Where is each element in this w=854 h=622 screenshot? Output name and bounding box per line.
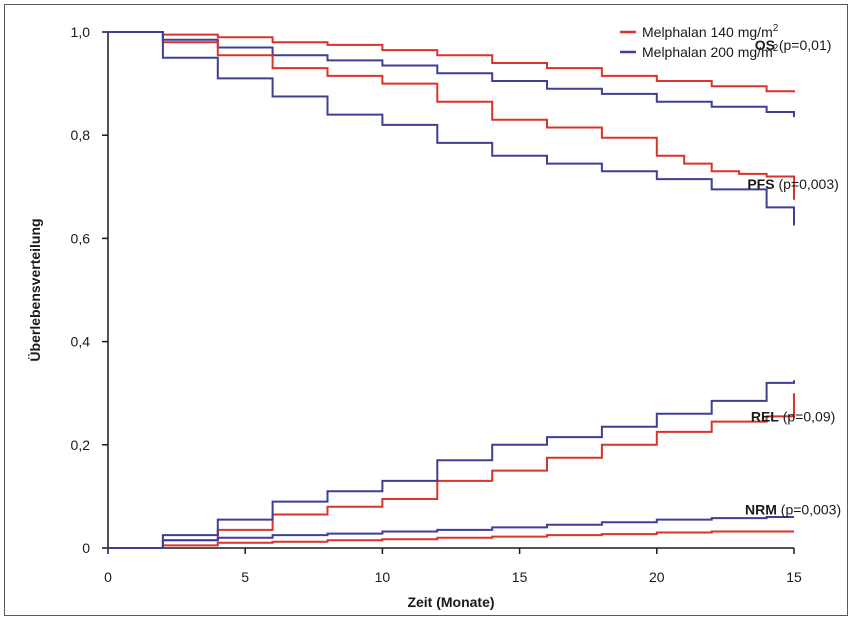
series-line-pfs-200 (108, 31, 795, 226)
x-tick-label: 0 (104, 569, 112, 585)
y-tick-label: 0,2 (71, 437, 91, 453)
series-line-os-200 (108, 31, 795, 118)
rel-label: REL (p=0,09) (751, 408, 835, 424)
series-line-rel-140 (108, 393, 795, 549)
tick-marks (102, 31, 795, 554)
y-tick-label: 1,0 (71, 24, 91, 40)
figure-frame (4, 4, 848, 616)
x-tick-label: 20 (649, 569, 665, 585)
series-line-nrm-140 (108, 530, 794, 549)
x-tick-label: 5 (241, 569, 249, 585)
nrm-label: NRM (p=0,003) (745, 501, 841, 517)
legend-entry: Melphalan 140 mg/m2 (642, 23, 779, 40)
y-tick-label: 0,8 (71, 127, 91, 143)
series-line-nrm-200 (108, 516, 794, 549)
tick-labels: 0 5 10 15 20 15 0 0,2 0,4 0,6 0,8 1,0 (71, 24, 802, 585)
annotations: OS (p=0,01) PFS (p=0,003) REL (p=0,09) NRM … (745, 37, 841, 517)
x-axis-title: Zeit (Monate) (407, 594, 494, 610)
y-tick-label: 0,6 (71, 230, 91, 246)
y-tick-label: 0,4 (71, 334, 91, 350)
y-tick-label: 0 (82, 540, 90, 556)
series-line-rel-200 (108, 380, 795, 549)
legend-entry: Melphalan 200 mg/m2 (642, 43, 779, 60)
series-lines (108, 31, 795, 549)
x-tick-label: 15 (786, 569, 802, 585)
pfs-label: PFS (p=0,003) (747, 176, 838, 192)
legend: Melphalan 140 mg/m2 Melphalan 200 mg/m2 (620, 23, 779, 60)
series-line-os-140 (108, 31, 795, 93)
axes (107, 32, 794, 549)
os-label: OS (p=0,01) (755, 37, 832, 53)
series-line-pfs-140 (108, 31, 795, 200)
x-tick-label: 10 (375, 569, 391, 585)
x-tick-label: 15 (512, 569, 528, 585)
y-axis-title: Überlebensverteilung (27, 218, 43, 361)
